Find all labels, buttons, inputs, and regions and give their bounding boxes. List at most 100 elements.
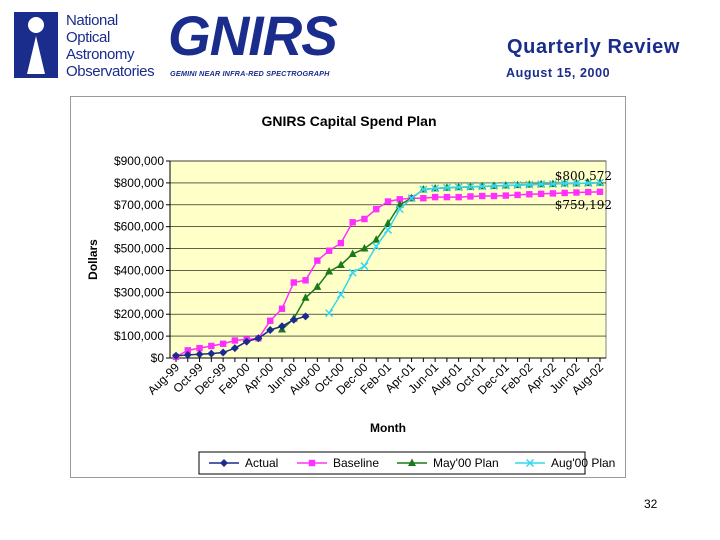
point-aug-00-plan-stroke (336, 290, 345, 299)
point-aug-00-plan (372, 242, 381, 251)
point-aug-00-plan-stroke (325, 309, 334, 318)
legend-label-may-00-plan: May'00 Plan (433, 456, 499, 470)
slide-date: August 15, 2000 (506, 66, 611, 80)
annotation-aug-plan-final: $800,572 (555, 169, 612, 183)
point-aug-00-plan-stroke (489, 181, 499, 190)
point-aug-00-plan (478, 182, 487, 191)
y-tick-label: $700,000 (114, 198, 164, 212)
point-aug-00-plan (442, 183, 451, 192)
point-actual (278, 322, 286, 331)
legend-marker-may-00-plan (408, 458, 416, 466)
point-may-00-plan (325, 267, 334, 275)
noao-line-1: National (66, 12, 118, 29)
point-aug-00-plan (501, 181, 510, 190)
point-aug-00-plan (466, 182, 475, 191)
point-aug-00-plan-stroke (595, 178, 605, 187)
point-baseline (479, 192, 486, 200)
point-aug-00-plan (560, 179, 569, 188)
page-number: 32 (644, 497, 658, 511)
point-aug-00-plan-stroke (454, 183, 463, 192)
point-aug-00-plan (584, 179, 593, 188)
point-baseline (184, 347, 191, 354)
point-baseline (490, 192, 498, 200)
point-baseline (514, 191, 521, 199)
noao-wordmark: National Optical Astronomy Observatories (66, 12, 155, 80)
point-may-00-plan (336, 260, 345, 268)
y-tick-label: $900,000 (114, 154, 164, 168)
annotation-baseline-final: $759,192 (555, 198, 612, 212)
point-aug-00-plan (360, 262, 369, 271)
point-aug-00-plan (336, 290, 345, 299)
spend-plan-chart: GNIRS Capital Spend Plan $0 $100,000 $200,0… (86, 113, 615, 475)
point-baseline (431, 193, 439, 201)
point-baseline (384, 198, 392, 205)
noao-line-2: Optical (66, 29, 110, 46)
point-baseline (196, 344, 203, 352)
point-baseline (443, 193, 451, 201)
point-baseline (361, 215, 368, 223)
noao-line-4: Observatories (66, 63, 155, 80)
point-baseline (219, 340, 227, 347)
point-actual (219, 348, 228, 357)
chart-frame: GNIRS Capital Spend Plan $0 $100,000 $200,0… (70, 96, 626, 478)
legend-marker-aug-00-plan-stroke (525, 458, 535, 468)
point-aug-00-plan (537, 180, 546, 189)
point-aug-00-plan-stroke (466, 182, 475, 191)
point-aug-00-plan-stroke (525, 180, 534, 189)
point-baseline (337, 239, 345, 247)
point-baseline (208, 342, 215, 350)
gnirs-wordmark: GNIRS (168, 4, 338, 67)
point-aug-00-plan (513, 181, 522, 190)
point-aug-00-plan-stroke (407, 194, 416, 203)
legend-marker-actual (220, 459, 228, 467)
legend-marker-aug-00-plan (525, 458, 535, 468)
point-actual (207, 349, 216, 358)
y-tick-label: $100,000 (114, 329, 164, 343)
point-aug-00-plan-stroke (537, 180, 546, 189)
point-baseline (526, 191, 533, 198)
point-may-00-plan (313, 282, 322, 290)
point-aug-00-plan-stroke (584, 179, 593, 188)
point-baseline (549, 190, 557, 197)
point-actual (266, 325, 275, 334)
point-baseline (302, 277, 309, 284)
point-actual (230, 344, 239, 353)
point-may-00-plan (348, 249, 357, 258)
point-baseline (537, 190, 545, 198)
y-tick-label: $300,000 (114, 285, 164, 299)
point-baseline (349, 219, 356, 226)
point-actual (172, 351, 180, 360)
point-aug-00-plan (407, 194, 416, 203)
point-aug-00-plan (395, 205, 404, 214)
y-tick-label: $500,000 (114, 242, 164, 256)
point-actual (301, 312, 310, 321)
noao-line-3: Astronomy (66, 46, 135, 63)
chart-title: GNIRS Capital Spend Plan (261, 113, 436, 129)
point-may-00-plan (395, 200, 404, 208)
point-aug-00-plan-stroke (513, 181, 522, 190)
point-actual (254, 334, 263, 343)
point-aug-00-plan (548, 179, 557, 189)
y-tick-label: $400,000 (114, 263, 164, 277)
point-aug-00-plan (454, 183, 463, 192)
point-baseline (561, 189, 568, 197)
point-aug-00-plan-stroke (383, 225, 393, 234)
point-aug-00-plan-stroke (560, 179, 569, 188)
point-aug-00-plan-stroke (572, 179, 581, 188)
slide-title: Quarterly Review (506, 36, 680, 58)
point-aug-00-plan (348, 268, 357, 277)
point-may-00-plan (384, 218, 392, 227)
y-tick-label: $0 (151, 351, 165, 365)
point-baseline (502, 192, 509, 199)
y-axis-label: Dollars (86, 239, 100, 280)
series-line-aug-00-plan (328, 182, 601, 314)
point-aug-00-plan (595, 178, 605, 187)
point-baseline (596, 188, 604, 196)
x-axis-label: Month (370, 421, 406, 435)
point-actual (289, 315, 298, 324)
point-aug-00-plan (431, 184, 440, 193)
point-aug-00-plan (489, 181, 499, 190)
point-baseline (278, 305, 286, 312)
point-baseline (420, 195, 427, 202)
point-baseline (455, 193, 462, 201)
